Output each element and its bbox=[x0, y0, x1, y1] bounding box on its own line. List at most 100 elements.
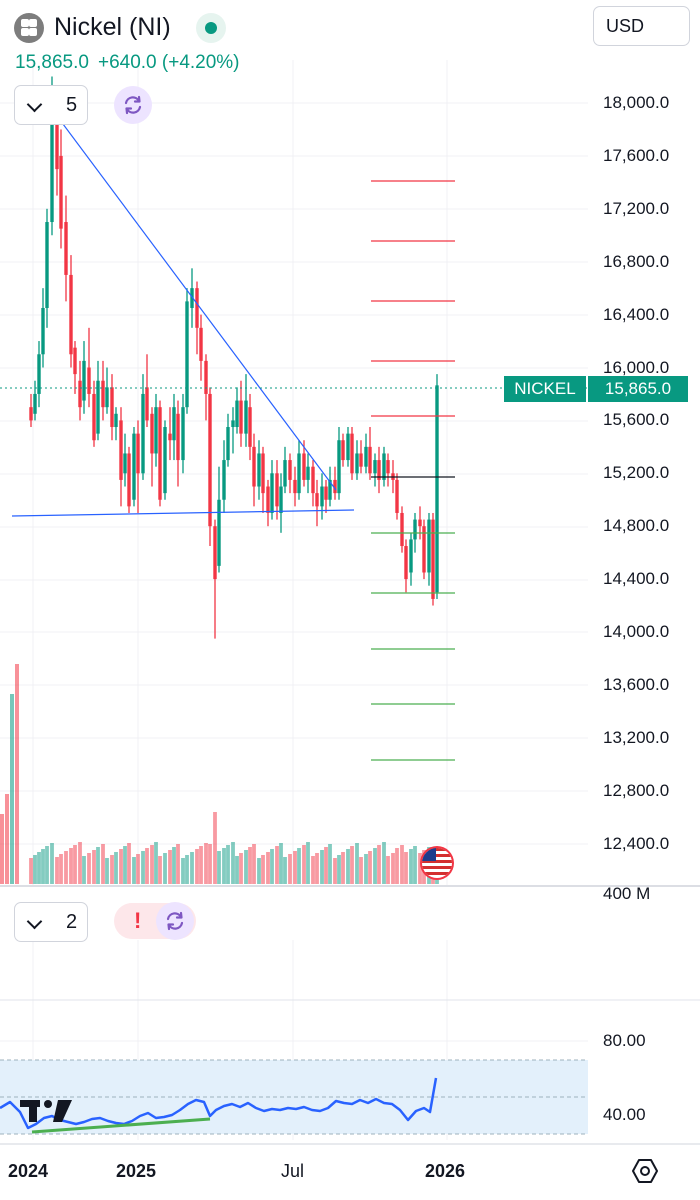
volume-bar bbox=[364, 854, 368, 884]
refresh-icon bbox=[166, 911, 184, 931]
trendlines bbox=[11, 119, 355, 517]
candle-body bbox=[163, 427, 167, 494]
candle-body bbox=[283, 460, 287, 487]
volume-bar bbox=[311, 856, 315, 884]
price-axis-label: 14,000.0 bbox=[603, 622, 670, 641]
symbol-title[interactable]: Nickel (NI) bbox=[54, 13, 171, 41]
candle-body bbox=[279, 486, 283, 513]
volume-bar bbox=[333, 858, 337, 884]
refresh-button[interactable] bbox=[156, 902, 194, 940]
volume-bar bbox=[252, 844, 256, 884]
volume-bar bbox=[386, 856, 390, 884]
x-axis-label-jul: Jul bbox=[281, 1161, 305, 1181]
alert-pill[interactable]: ! bbox=[114, 902, 196, 940]
candle-body bbox=[45, 222, 49, 308]
volume-bar bbox=[283, 857, 287, 884]
price-axis-label: 15,600.0 bbox=[603, 410, 670, 430]
volume-bar bbox=[37, 852, 41, 884]
volume-bar bbox=[391, 853, 395, 884]
alert-icon: ! bbox=[134, 908, 142, 933]
price-axis-label: 16,800.0 bbox=[603, 251, 670, 271]
volume-bar bbox=[266, 852, 270, 884]
volume-bar bbox=[181, 858, 185, 884]
indicators-toggle[interactable]: 5 bbox=[14, 85, 88, 125]
volume-indicators-toggle[interactable]: 2 bbox=[14, 902, 88, 942]
candle-body bbox=[59, 155, 63, 229]
volume-bar bbox=[33, 855, 37, 884]
chevron-down-icon bbox=[26, 96, 43, 113]
volume-bar bbox=[87, 853, 91, 884]
candle-body bbox=[101, 380, 105, 408]
volume-bar bbox=[355, 843, 359, 884]
candle-body bbox=[181, 407, 185, 461]
candle-body bbox=[136, 433, 140, 474]
candle-body bbox=[427, 519, 431, 573]
candle-body bbox=[244, 400, 248, 434]
candle-body bbox=[377, 460, 381, 480]
candle-body bbox=[324, 486, 328, 500]
candle-body bbox=[55, 116, 59, 170]
chevron-down-icon bbox=[26, 913, 43, 930]
volume-bar bbox=[96, 847, 100, 884]
candle-body bbox=[359, 453, 363, 467]
volume-bar bbox=[29, 858, 33, 884]
candle-body bbox=[96, 380, 100, 434]
price-axis-label: 17,200.0 bbox=[603, 198, 670, 218]
volume-bar bbox=[92, 850, 96, 884]
candle-body bbox=[368, 446, 372, 474]
candle-body bbox=[82, 360, 86, 401]
volume-bar bbox=[418, 853, 422, 884]
volume-bar bbox=[158, 856, 162, 884]
candle-body bbox=[208, 393, 212, 527]
volume-bar bbox=[213, 812, 217, 884]
candle-body bbox=[266, 486, 270, 513]
volume-bar bbox=[127, 843, 131, 884]
settings-hexagon-icon[interactable] bbox=[632, 1158, 658, 1184]
candle-body bbox=[105, 387, 109, 408]
indicator-count: 5 bbox=[66, 94, 78, 116]
tradingview-logo-icon[interactable] bbox=[20, 1096, 74, 1124]
candle-body bbox=[168, 433, 172, 441]
symbol-price-tag-value: 15,865.0 bbox=[588, 376, 688, 402]
candle-body bbox=[386, 460, 390, 474]
volume-bar bbox=[293, 851, 297, 884]
candle-body bbox=[110, 387, 114, 428]
candle-body bbox=[127, 453, 131, 507]
us-flag-icon[interactable] bbox=[419, 845, 455, 881]
price-axis-label: 17,600.0 bbox=[603, 145, 670, 165]
candle-body bbox=[195, 288, 199, 328]
price-axis-label: 13,200.0 bbox=[603, 727, 670, 747]
horizontal-levels bbox=[371, 180, 455, 761]
volume-bar bbox=[119, 849, 123, 884]
currency-selector[interactable]: USD bbox=[593, 6, 690, 46]
volume-bar bbox=[368, 851, 372, 884]
price-axis-label: 16,000.0 bbox=[603, 357, 670, 377]
candle-body bbox=[141, 393, 145, 474]
candle-body bbox=[235, 400, 239, 428]
candle-body bbox=[373, 460, 377, 474]
candle-body bbox=[172, 407, 176, 441]
volume-bar bbox=[341, 852, 345, 884]
price-axis-label: 16,400.0 bbox=[603, 304, 670, 324]
candle-body bbox=[337, 440, 341, 494]
candle-body bbox=[41, 307, 45, 355]
candle-body bbox=[350, 433, 354, 474]
volume-bar bbox=[132, 857, 136, 884]
candle-body bbox=[132, 433, 136, 500]
market-open-dot-icon bbox=[196, 13, 226, 43]
refresh-button[interactable] bbox=[114, 86, 152, 124]
candle-body bbox=[364, 446, 368, 467]
volume-bar bbox=[78, 842, 82, 884]
volume-bar bbox=[235, 856, 239, 884]
volume-bar bbox=[373, 848, 377, 884]
candle-body bbox=[73, 347, 77, 375]
volume-bar bbox=[172, 847, 176, 884]
candle-body bbox=[176, 413, 180, 461]
volume-bar bbox=[231, 842, 235, 884]
candle-body bbox=[306, 466, 310, 480]
volume-bar bbox=[199, 846, 203, 884]
candle-body bbox=[413, 519, 417, 540]
volume-bar bbox=[382, 842, 386, 884]
volume-bar bbox=[45, 846, 49, 884]
